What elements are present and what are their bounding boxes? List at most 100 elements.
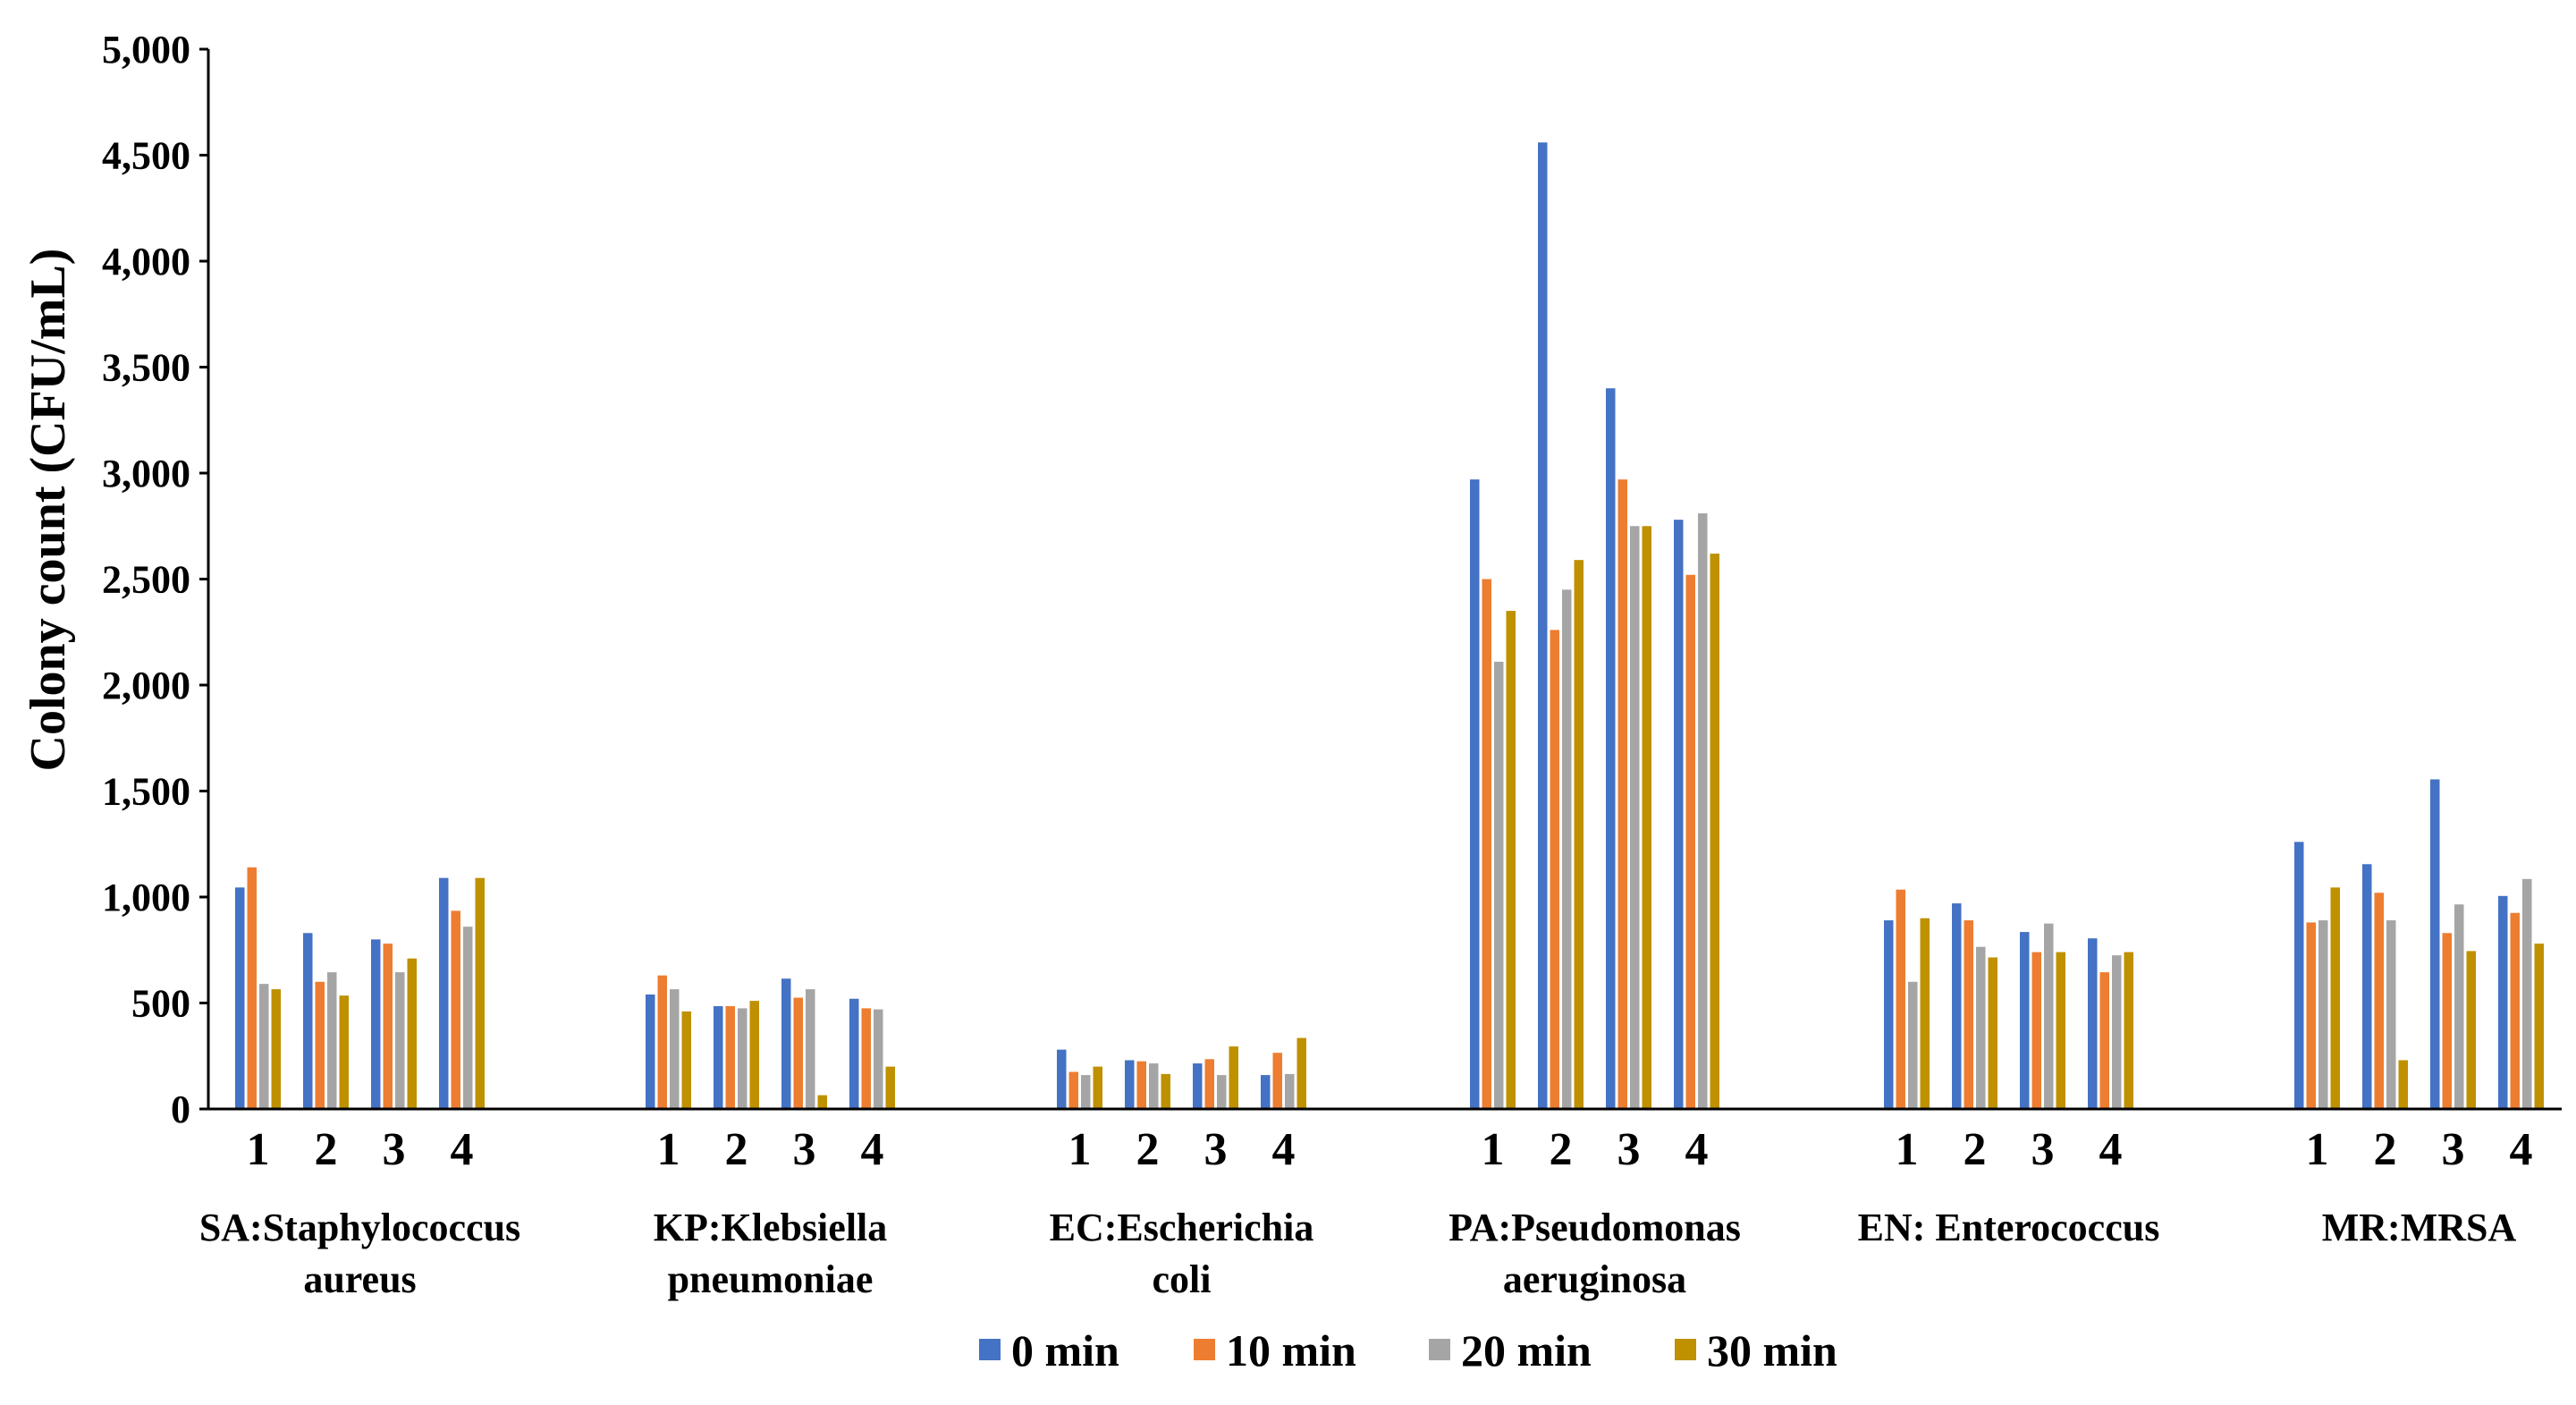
legend-label: 0 min xyxy=(1011,1325,1119,1375)
bar xyxy=(1674,520,1684,1109)
bar xyxy=(670,989,680,1109)
bar-group xyxy=(1057,1037,1306,1109)
y-tick-label: 4,500 xyxy=(102,134,190,178)
bar xyxy=(1908,981,1918,1109)
group-label: KP:Klebsiella xyxy=(654,1206,888,1249)
bar xyxy=(1161,1073,1170,1109)
bar xyxy=(2044,923,2054,1109)
sample-label: 2 xyxy=(1136,1124,1160,1175)
bar xyxy=(2112,955,2122,1109)
bar-group xyxy=(1470,142,1719,1109)
bar xyxy=(463,927,473,1109)
bar xyxy=(439,877,449,1109)
bar xyxy=(2442,933,2452,1109)
bar xyxy=(371,939,381,1109)
bar xyxy=(1193,1063,1203,1109)
bar xyxy=(1988,957,1997,1109)
bar xyxy=(2534,944,2544,1109)
sample-label: 3 xyxy=(2442,1124,2465,1175)
legend-label: 30 min xyxy=(1707,1325,1837,1375)
sample-label: 2 xyxy=(315,1124,338,1175)
bar-group xyxy=(1884,889,2133,1109)
bars xyxy=(235,142,2544,1109)
bar xyxy=(259,984,269,1109)
legend-item: 20 min xyxy=(1429,1325,1592,1375)
bar xyxy=(1217,1075,1227,1109)
bar xyxy=(1685,574,1695,1109)
legend-label: 10 min xyxy=(1226,1325,1356,1375)
bar xyxy=(2466,951,2476,1109)
y-tick-label: 2,000 xyxy=(102,664,190,707)
bar xyxy=(2374,893,2384,1109)
bar xyxy=(2398,1060,2408,1109)
bar xyxy=(235,887,245,1109)
bar xyxy=(2099,972,2109,1109)
bar xyxy=(1068,1071,1078,1109)
bar xyxy=(1093,1066,1102,1109)
group-label: PA:Pseudomonas xyxy=(1448,1206,1741,1249)
bar xyxy=(849,998,859,1109)
group-label: aureus xyxy=(303,1257,416,1301)
bar xyxy=(1617,479,1627,1109)
bar-group xyxy=(235,867,485,1109)
sample-label: 3 xyxy=(1617,1124,1641,1175)
legend: 0 min 10 min 20 min 30 min xyxy=(979,1325,1837,1375)
bar xyxy=(383,944,393,1109)
sample-label: 1 xyxy=(2306,1124,2329,1175)
y-axis: 0 500 1,000 1,500 2,000 2,500 3,000 3,500 4,000 4… xyxy=(102,28,210,1131)
sample-label: 1 xyxy=(1482,1124,1505,1175)
bar xyxy=(1296,1037,1306,1109)
legend-item: 10 min xyxy=(1194,1325,1356,1375)
bar xyxy=(1976,946,1986,1109)
bar xyxy=(2031,952,2041,1109)
sample-label: 3 xyxy=(1204,1124,1228,1175)
bar xyxy=(1125,1060,1135,1109)
bar xyxy=(1538,142,1548,1109)
bar xyxy=(2362,864,2372,1109)
bar xyxy=(657,975,667,1109)
bar xyxy=(1149,1063,1159,1109)
sample-label: 3 xyxy=(383,1124,406,1175)
sample-label: 1 xyxy=(247,1124,270,1175)
sample-label: 4 xyxy=(2099,1124,2123,1175)
bar xyxy=(2318,920,2328,1109)
sample-label: 4 xyxy=(861,1124,884,1175)
bar xyxy=(1630,526,1640,1109)
sample-label: 2 xyxy=(725,1124,748,1175)
bar xyxy=(1896,889,1905,1109)
bar xyxy=(1272,1053,1282,1109)
y-axis-title: Colony count (CFU/mL) xyxy=(21,249,76,772)
bar xyxy=(2306,922,2316,1109)
sample-label: 2 xyxy=(2374,1124,2397,1175)
sample-label: 2 xyxy=(1550,1124,1573,1175)
bar xyxy=(806,989,815,1109)
bar xyxy=(2386,920,2396,1109)
bar xyxy=(1482,579,1491,1109)
bar xyxy=(749,1001,759,1109)
bar xyxy=(2510,912,2520,1109)
bar xyxy=(2124,952,2133,1109)
bar xyxy=(1261,1075,1271,1109)
group-label: pneumoniae xyxy=(668,1257,874,1301)
bar xyxy=(1642,526,1651,1109)
bar xyxy=(1710,554,1719,1109)
group-label: MR:MRSA xyxy=(2322,1206,2517,1249)
bar xyxy=(327,972,337,1109)
bar xyxy=(725,1006,735,1109)
bar xyxy=(1698,513,1708,1109)
bar xyxy=(1952,903,1962,1109)
bar xyxy=(2088,938,2098,1109)
bar xyxy=(1285,1073,1295,1109)
bar xyxy=(1550,630,1559,1109)
bar xyxy=(1884,920,1894,1109)
bar-group xyxy=(2294,779,2544,1109)
sample-label: 1 xyxy=(1896,1124,1919,1175)
sample-label: 1 xyxy=(1068,1124,1092,1175)
legend-item: 30 min xyxy=(1675,1325,1837,1375)
group-label: SA:Staphylococcus xyxy=(199,1206,520,1249)
legend-item: 0 min xyxy=(979,1325,1119,1375)
bar xyxy=(861,1008,871,1109)
bar xyxy=(2498,895,2508,1109)
bar xyxy=(1574,560,1584,1109)
